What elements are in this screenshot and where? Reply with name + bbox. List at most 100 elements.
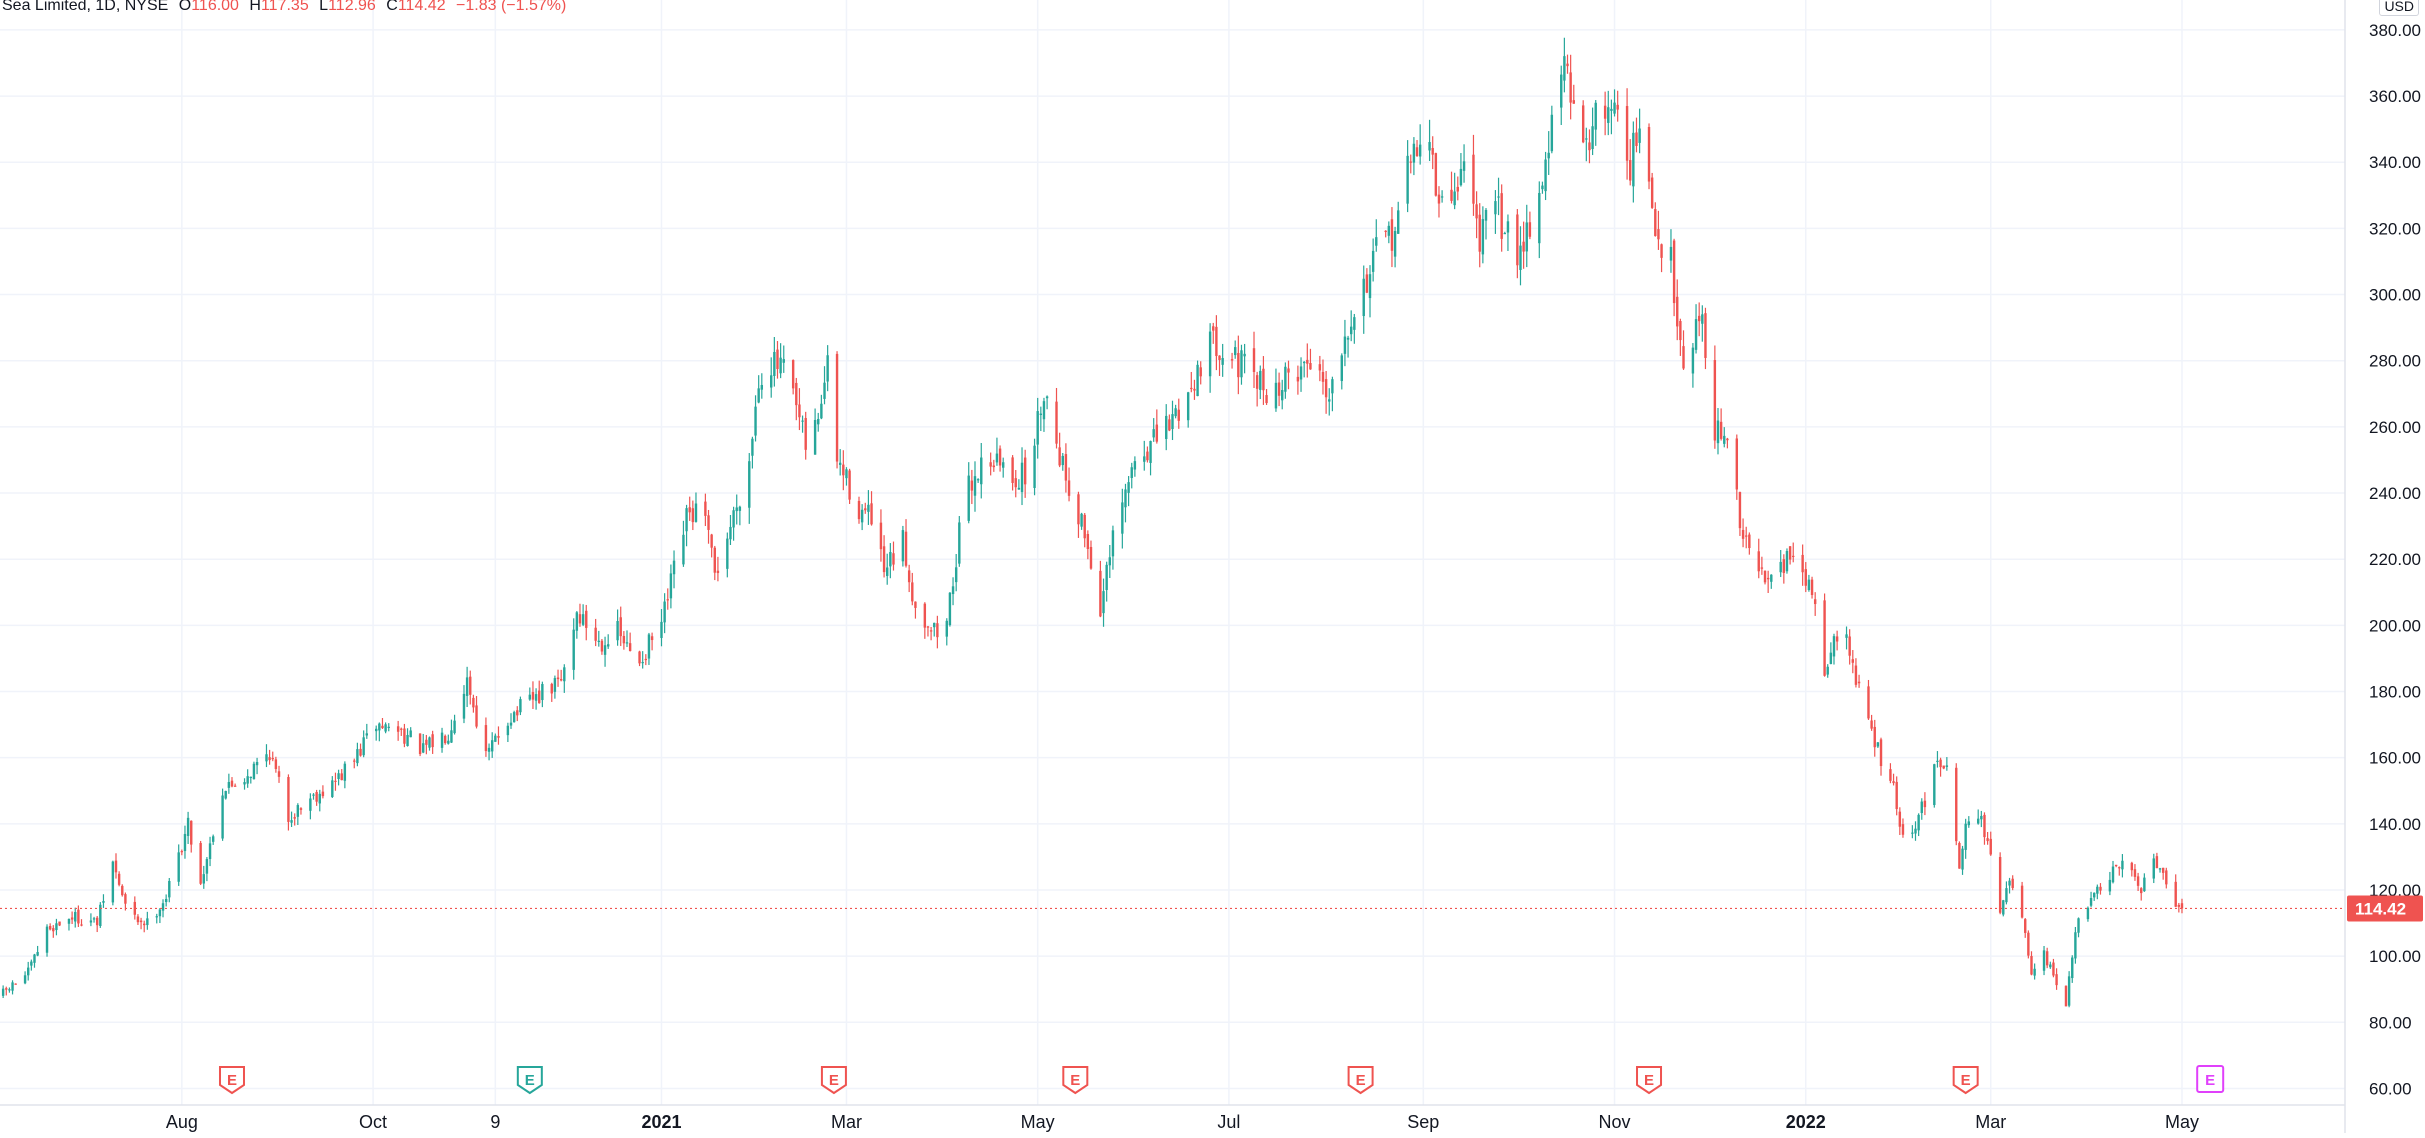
candle[interactable] bbox=[133, 896, 137, 920]
candle[interactable] bbox=[58, 921, 61, 927]
candle[interactable] bbox=[1638, 108, 1641, 154]
candle[interactable] bbox=[911, 572, 914, 606]
candle[interactable] bbox=[782, 345, 785, 373]
candle[interactable] bbox=[1002, 457, 1005, 478]
candle[interactable] bbox=[713, 545, 716, 581]
candle[interactable] bbox=[30, 959, 33, 971]
candle[interactable] bbox=[1039, 406, 1043, 432]
candle[interactable] bbox=[143, 920, 146, 933]
candle[interactable] bbox=[1462, 144, 1466, 183]
candle[interactable] bbox=[1318, 355, 1322, 382]
candle[interactable] bbox=[1387, 221, 1391, 244]
candle[interactable] bbox=[2133, 864, 2137, 881]
candle[interactable] bbox=[1259, 365, 1262, 400]
candle[interactable] bbox=[951, 577, 955, 606]
candle[interactable] bbox=[519, 696, 522, 716]
candle[interactable] bbox=[929, 626, 933, 641]
earnings-marker[interactable]: E bbox=[1062, 1066, 1089, 1095]
candle[interactable] bbox=[2155, 852, 2159, 869]
candle[interactable] bbox=[688, 496, 691, 521]
candle[interactable] bbox=[1171, 400, 1174, 441]
candle[interactable] bbox=[450, 719, 453, 743]
candle[interactable] bbox=[497, 726, 500, 745]
candle[interactable] bbox=[1572, 84, 1575, 104]
candle[interactable] bbox=[99, 902, 102, 928]
candle[interactable] bbox=[180, 849, 184, 856]
candle[interactable] bbox=[1879, 737, 1883, 776]
candle[interactable] bbox=[356, 742, 359, 767]
candle[interactable] bbox=[926, 625, 930, 637]
candle[interactable] bbox=[716, 556, 720, 582]
candle[interactable] bbox=[1895, 776, 1898, 816]
candle[interactable] bbox=[2052, 958, 2055, 978]
candle[interactable] bbox=[1274, 368, 1278, 412]
candle[interactable] bbox=[1014, 470, 1017, 498]
candle[interactable] bbox=[2140, 887, 2143, 901]
candle[interactable] bbox=[1857, 674, 1861, 688]
candle[interactable] bbox=[1324, 371, 1328, 414]
candle[interactable] bbox=[973, 461, 977, 512]
candle[interactable] bbox=[650, 632, 654, 651]
candle[interactable] bbox=[1616, 90, 1619, 122]
candle[interactable] bbox=[1832, 633, 1836, 665]
candle[interactable] bbox=[516, 706, 519, 722]
candle[interactable] bbox=[1346, 335, 1350, 358]
candle[interactable] bbox=[1801, 544, 1804, 586]
candle[interactable] bbox=[1036, 397, 1039, 459]
candle[interactable] bbox=[299, 807, 303, 815]
candle[interactable] bbox=[2143, 873, 2146, 892]
candle[interactable] bbox=[779, 343, 782, 379]
candle[interactable] bbox=[1650, 172, 1654, 209]
candle[interactable] bbox=[1870, 714, 1873, 731]
candle[interactable] bbox=[1111, 525, 1115, 570]
candle[interactable] bbox=[164, 894, 168, 907]
candle[interactable] bbox=[669, 564, 673, 609]
candle[interactable] bbox=[422, 733, 425, 754]
candle[interactable] bbox=[1143, 440, 1146, 471]
candle[interactable] bbox=[1726, 437, 1729, 449]
candle[interactable] bbox=[1669, 229, 1673, 273]
candle[interactable] bbox=[365, 723, 369, 739]
candle[interactable] bbox=[77, 905, 80, 927]
candle[interactable] bbox=[1437, 186, 1441, 218]
candle[interactable] bbox=[732, 506, 735, 541]
candle[interactable] bbox=[443, 734, 447, 745]
candle[interactable] bbox=[1788, 545, 1792, 565]
candle[interactable] bbox=[860, 504, 864, 531]
candle[interactable] bbox=[2114, 864, 2118, 868]
candle[interactable] bbox=[1393, 226, 1397, 268]
candle[interactable] bbox=[1503, 231, 1507, 235]
candle[interactable] bbox=[813, 408, 817, 455]
candle[interactable] bbox=[48, 923, 52, 931]
candle[interactable] bbox=[1854, 658, 1858, 688]
candle[interactable] bbox=[469, 670, 472, 705]
candle[interactable] bbox=[541, 681, 544, 708]
candle[interactable] bbox=[1230, 352, 1234, 369]
candle[interactable] bbox=[1497, 177, 1500, 216]
candle[interactable] bbox=[1823, 593, 1826, 677]
candle[interactable] bbox=[2174, 874, 2177, 908]
candle[interactable] bbox=[1265, 388, 1268, 405]
candle[interactable] bbox=[102, 894, 105, 908]
candle[interactable] bbox=[1475, 191, 1478, 239]
candle[interactable] bbox=[1506, 214, 1510, 252]
candle[interactable] bbox=[309, 793, 312, 820]
candle[interactable] bbox=[1760, 556, 1764, 575]
candle[interactable] bbox=[1058, 432, 1061, 468]
candle[interactable] bbox=[1989, 831, 1992, 856]
candle[interactable] bbox=[1418, 124, 1422, 165]
candle[interactable] bbox=[255, 757, 259, 775]
candle[interactable] bbox=[1, 985, 5, 999]
candle[interactable] bbox=[1629, 139, 1632, 186]
candle[interactable] bbox=[1086, 530, 1090, 560]
candle[interactable] bbox=[1936, 751, 1939, 768]
candle[interactable] bbox=[177, 844, 180, 886]
candle[interactable] bbox=[1343, 319, 1347, 367]
candle[interactable] bbox=[1453, 172, 1456, 210]
candle[interactable] bbox=[428, 736, 431, 751]
candle[interactable] bbox=[1431, 136, 1434, 170]
candle[interactable] bbox=[494, 733, 497, 742]
candle[interactable] bbox=[2118, 866, 2121, 876]
